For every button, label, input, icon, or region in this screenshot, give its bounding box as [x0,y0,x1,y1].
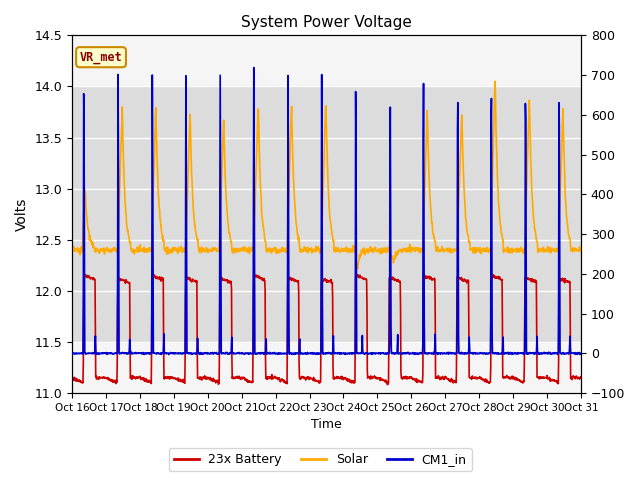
X-axis label: Time: Time [311,419,342,432]
Y-axis label: Volts: Volts [15,198,29,231]
Bar [72,86,581,342]
Legend: 23x Battery, Solar, CM1_in: 23x Battery, Solar, CM1_in [168,448,472,471]
Text: VR_met: VR_met [79,51,122,64]
Title: System Power Voltage: System Power Voltage [241,15,412,30]
